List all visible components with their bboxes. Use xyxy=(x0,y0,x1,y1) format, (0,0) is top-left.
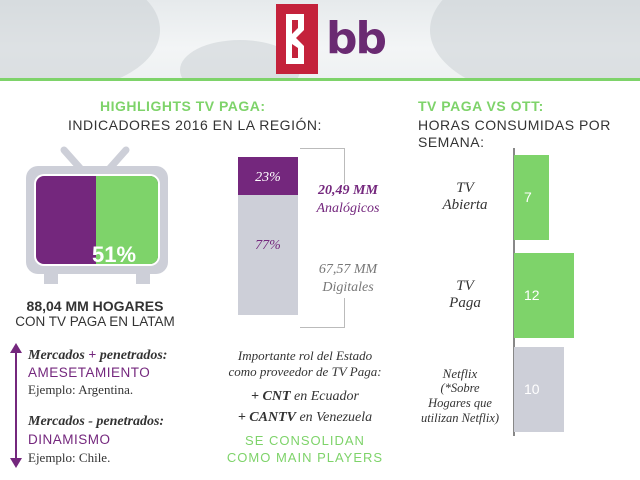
left-subheading: INDICADORES 2016 EN LA REGIÓN: xyxy=(68,117,322,133)
category-netflix-l1: Netflix xyxy=(442,366,478,381)
analogicos-value: 20,49 MM xyxy=(318,183,378,198)
left-heading: HIGHLIGHTS TV PAGA: xyxy=(100,98,266,114)
provider-cnt-country: en Ecuador xyxy=(294,389,359,404)
digitales-value: 67,57 MM xyxy=(318,262,378,277)
bar-tv-paga xyxy=(514,253,574,338)
bracket-bottom xyxy=(300,298,345,328)
cta-line-2: COMO MAIN PLAYERS xyxy=(226,450,384,465)
category-netflix-l2: (*Sobre xyxy=(440,381,480,395)
bar-label-tv-paga: 12 xyxy=(524,287,540,303)
tv-icon xyxy=(26,146,168,284)
logo-text: bb xyxy=(326,13,387,64)
category-tv-abierta-l2: Abierta xyxy=(442,197,488,213)
right-heading: TV PAGA VS OTT: xyxy=(418,98,544,114)
stack-segment-digitales xyxy=(238,195,298,315)
market-arrow xyxy=(15,350,17,460)
logo-mark-icon xyxy=(276,4,318,74)
market-2-title: Mercados - penetrados: xyxy=(28,414,165,429)
provider-cantv-country: en Venezuela xyxy=(299,410,373,425)
category-tv-abierta-l1: TV xyxy=(456,180,474,196)
state-line-2: como proveedor de TV Paga: xyxy=(228,364,382,379)
digitales-label: Digitales xyxy=(322,280,374,295)
stack-segment-analogicos xyxy=(238,157,298,195)
hogares-subtitle: CON TV PAGA EN LATAM xyxy=(15,314,175,329)
category-netflix-l3: Hogares que xyxy=(428,396,492,410)
bracket-top xyxy=(300,148,345,184)
provider-cnt: + CNT en Ecuador xyxy=(210,389,400,405)
bar-netflix xyxy=(514,347,564,432)
category-tv-paga-l2: Paga xyxy=(449,295,481,311)
state-line-1: Importante rol del Estado xyxy=(237,348,373,363)
bar-label-tv-abierta: 7 xyxy=(524,189,532,205)
provider-cantv-name: + CANTV xyxy=(237,410,296,425)
stack-bottom-percent: 77% xyxy=(255,238,281,253)
arrow-up-icon xyxy=(10,343,22,353)
cta-line-1: SE CONSOLIDAN xyxy=(245,433,365,448)
market-1-title-b: penetrados: xyxy=(99,348,168,363)
hogares-total: 88,04 MM HOGARES xyxy=(26,298,164,314)
market-1-plus: + xyxy=(88,348,97,363)
category-netflix: Netflix (*Sobre Hogares que utilizan Net… xyxy=(410,366,510,426)
right-sub-2: SEMANA: xyxy=(418,134,485,150)
market-1-title: Mercados + penetrados: xyxy=(28,348,167,364)
bar-tv-abierta xyxy=(514,155,549,240)
header-banner xyxy=(0,0,640,80)
market-1-word: AMESETAMIENTO xyxy=(28,365,151,380)
category-tv-paga-l1: TV xyxy=(456,278,474,294)
arrow-down-icon xyxy=(10,458,22,468)
stack-top-percent: 23% xyxy=(255,170,281,185)
market-2-word: DINAMISMO xyxy=(28,432,111,447)
market-1-example: Ejemplo: Argentina. xyxy=(28,382,134,397)
analogicos-label: Analógicos xyxy=(316,201,380,216)
header-divider xyxy=(0,78,640,81)
category-tv-paga: TV Paga xyxy=(420,278,510,312)
category-netflix-l4: utilizan Netflix) xyxy=(420,411,500,425)
bar-label-netflix: 10 xyxy=(524,381,540,397)
chart-axis xyxy=(513,148,515,436)
provider-cantv: + CANTV en Venezuela xyxy=(210,410,400,426)
tv-share-percent: 51% xyxy=(92,242,137,267)
market-2-example: Ejemplo: Chile. xyxy=(28,450,111,465)
market-1-title-a: Mercados xyxy=(28,348,85,363)
provider-cnt-name: + CNT xyxy=(251,389,291,404)
right-sub-1: HORAS CONSUMIDAS POR xyxy=(418,117,611,133)
category-tv-abierta: TV Abierta xyxy=(420,180,510,214)
